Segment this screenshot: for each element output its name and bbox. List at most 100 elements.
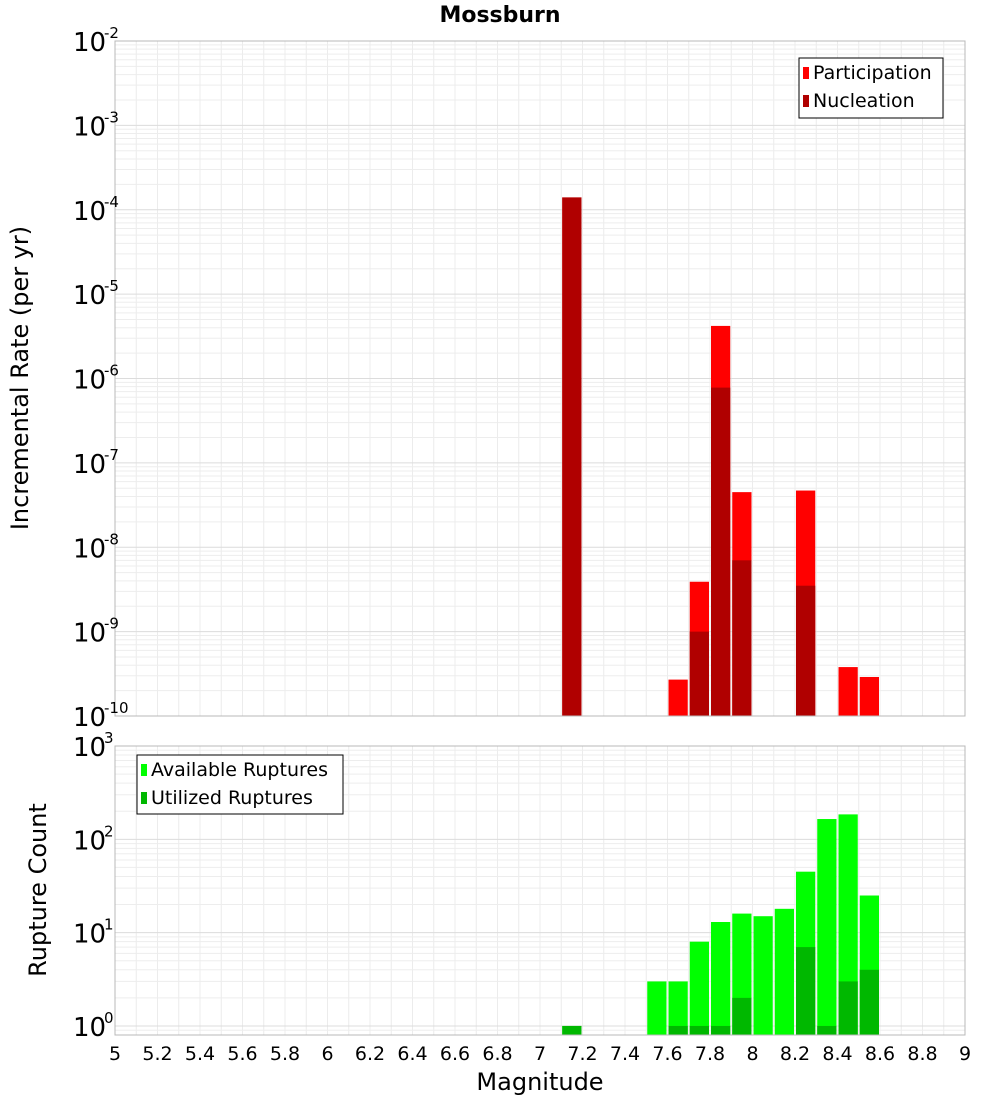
y-tick-exponent: -4 (104, 193, 119, 211)
bar (753, 916, 773, 1035)
bar (859, 676, 879, 716)
x-axis-label: Magnitude (476, 1068, 603, 1096)
y-tick-label: 102 (73, 822, 114, 856)
x-tick-label: 6.6 (440, 1043, 470, 1065)
y-tick-base: 10 (73, 112, 106, 142)
y-tick-base: 10 (73, 703, 106, 733)
x-tick-label: 7.8 (695, 1043, 725, 1065)
y-tick-base: 10 (73, 28, 106, 58)
y-tick-exponent: -3 (104, 108, 119, 126)
y-tick-exponent: 2 (104, 822, 114, 840)
y-axis-label: Rupture Count (24, 803, 52, 977)
bar (668, 679, 688, 716)
bar (668, 1025, 688, 1035)
y-tick-label: 10-4 (73, 193, 119, 227)
legend-swatch (803, 67, 809, 79)
y-tick-base: 10 (73, 534, 106, 564)
x-tick-label: 5 (109, 1043, 121, 1065)
bar (711, 1025, 731, 1035)
grid-lines (114, 40, 966, 717)
y-tick-exponent: 0 (104, 1009, 114, 1027)
bar (817, 1025, 837, 1035)
y-tick-label: 10-8 (73, 530, 119, 564)
bar (774, 908, 794, 1035)
series-available-ruptures (562, 814, 879, 1035)
y-tick-label: 10-6 (73, 362, 119, 396)
x-tick-label: 8.6 (865, 1043, 895, 1065)
legend-entry: Utilized Ruptures (151, 787, 313, 809)
x-tick-label: 6 (321, 1043, 333, 1065)
series-nucleation (562, 197, 816, 717)
bar (732, 560, 752, 716)
y-tick-label: 10-9 (73, 615, 119, 649)
x-tick-label: 7.6 (652, 1043, 682, 1065)
y-tick-label: 100 (73, 1009, 114, 1043)
plot-frame (114, 745, 966, 1036)
incremental-rate-panel: 10-1010-910-810-710-610-510-410-310-2Inc… (6, 24, 966, 733)
legend-entry: Nucleation (813, 90, 915, 112)
x-tick-label: 8.4 (822, 1043, 852, 1065)
bar (838, 667, 858, 716)
bar (796, 585, 816, 716)
y-tick-label: 101 (73, 916, 114, 950)
legend-swatch (141, 764, 147, 776)
y-tick-base: 10 (73, 826, 106, 856)
bar (668, 981, 688, 1035)
x-tick-label: 5.4 (185, 1043, 215, 1065)
legend-swatch (803, 95, 809, 107)
legend-box (798, 57, 944, 119)
x-tick-label: 7.2 (567, 1043, 597, 1065)
x-tick-label: 8 (746, 1043, 758, 1065)
y-tick-base: 10 (73, 450, 106, 480)
x-tick-label: 9 (959, 1043, 971, 1065)
x-tick-label: 8.8 (907, 1043, 937, 1065)
y-tick-exponent: -9 (104, 615, 119, 633)
bar (732, 997, 752, 1035)
bar (689, 631, 709, 716)
y-tick-base: 10 (73, 920, 106, 950)
x-tick-label: 5.8 (270, 1043, 300, 1065)
x-axis: 5 5.2 5.4 5.6 5.8 6 6.2 6.4 6.6 6.8 7 7.2 7.4 7.6 7.8 8… (109, 1043, 971, 1065)
y-tick-exponent: -7 (104, 446, 119, 464)
y-tick-base: 10 (73, 619, 106, 649)
y-tick-label: 10-5 (73, 277, 119, 311)
y-axis-label: Incremental Rate (per yr) (6, 226, 34, 530)
bar (796, 947, 816, 1035)
bar (689, 1025, 709, 1035)
x-tick-label: 6.2 (355, 1043, 385, 1065)
bar (689, 941, 709, 1035)
y-tick-exponent: -5 (104, 277, 119, 295)
x-tick-label: 6.4 (397, 1043, 427, 1065)
x-tick-label: 8.2 (780, 1043, 810, 1065)
bar (838, 814, 858, 1035)
y-tick-base: 10 (73, 366, 106, 396)
x-tick-label: 5.6 (227, 1043, 257, 1065)
plot-frame (114, 40, 966, 717)
legend-entry: Available Ruptures (151, 759, 328, 781)
legend: Participation Nucleation (798, 57, 944, 119)
x-tick-label: 5.2 (142, 1043, 172, 1065)
legend-box (136, 754, 344, 815)
y-tick-exponent: 1 (104, 916, 114, 934)
bar (647, 981, 667, 1035)
y-tick-label: 10-2 (73, 24, 119, 58)
y-tick-label: 10-3 (73, 108, 119, 142)
y-tick-exponent: -8 (104, 530, 119, 548)
series-utilized-ruptures (562, 947, 879, 1035)
bar (817, 819, 837, 1035)
y-tick-base: 10 (73, 1013, 106, 1043)
y-tick-label: 10-10 (73, 699, 129, 733)
x-tick-label: 7.4 (610, 1043, 640, 1065)
y-tick-base: 10 (73, 197, 106, 227)
y-tick-label: 103 (73, 729, 114, 763)
y-tick-base: 10 (73, 281, 106, 311)
y-tick-exponent: -10 (104, 699, 129, 717)
bar (711, 922, 731, 1035)
y-tick-exponent: -6 (104, 362, 119, 380)
bar (562, 1025, 582, 1035)
bar (838, 981, 858, 1035)
bar (859, 969, 879, 1035)
chart-title: Mossburn (439, 3, 560, 28)
